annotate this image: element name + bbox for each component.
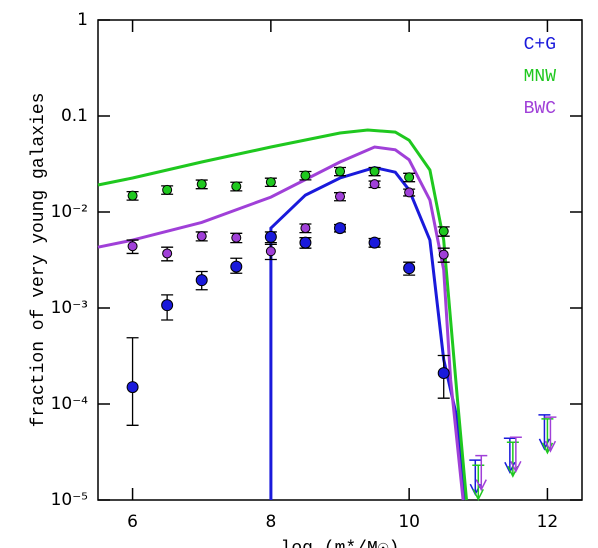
x-axis-label: log (m*/M☉) xyxy=(281,539,400,548)
y-tick-label: 10⁻⁵ xyxy=(51,490,88,510)
x-tick-label: 6 xyxy=(127,512,138,532)
data-point xyxy=(300,223,311,234)
data-point xyxy=(265,246,276,257)
upper-limit xyxy=(538,414,551,451)
data-point xyxy=(299,236,312,249)
model-line xyxy=(97,145,465,501)
y-tick-label: 1 xyxy=(77,10,88,30)
data-point xyxy=(231,232,242,243)
data-point xyxy=(368,236,381,249)
model-line xyxy=(97,128,468,501)
data-point xyxy=(369,166,380,177)
x-tick-label: 8 xyxy=(265,512,276,532)
data-point xyxy=(195,274,208,287)
model-line xyxy=(269,166,466,501)
y-tick-label: 10⁻³ xyxy=(51,298,88,318)
legend-label: C+G xyxy=(524,35,556,55)
plot-frame xyxy=(97,19,583,501)
data-point xyxy=(127,241,138,252)
data-point xyxy=(162,184,173,195)
data-point xyxy=(334,222,346,235)
y-axis-label: fraction of very young galaxies xyxy=(29,93,49,428)
data-point xyxy=(403,262,416,275)
data-point xyxy=(196,179,207,190)
x-tick-label: 10 xyxy=(398,512,420,532)
data-point xyxy=(438,249,449,260)
data-point xyxy=(264,230,277,243)
upper-limit xyxy=(509,436,522,473)
y-tick-label: 10⁻² xyxy=(51,202,88,222)
data-point xyxy=(335,191,345,202)
upper-limit xyxy=(544,416,557,453)
data-point xyxy=(369,179,380,190)
data-point xyxy=(404,172,415,183)
data-point xyxy=(437,367,450,380)
x-tick-label: 12 xyxy=(537,512,559,532)
data-point xyxy=(196,231,207,242)
data-point xyxy=(438,226,449,237)
y-tick-label: 0.1 xyxy=(61,106,88,126)
data-point xyxy=(231,181,242,192)
data-point xyxy=(127,190,138,201)
data-point xyxy=(404,187,415,198)
y-tick-label: 10⁻⁴ xyxy=(51,394,89,414)
data-point xyxy=(162,248,173,259)
data-point xyxy=(335,166,345,177)
legend-label: BWC xyxy=(524,99,557,119)
upper-limit xyxy=(475,454,488,492)
data-point xyxy=(300,170,311,181)
data-point xyxy=(161,299,174,312)
legend-label: MNW xyxy=(524,67,557,87)
data-point xyxy=(126,381,139,394)
data-point xyxy=(265,177,276,188)
data-point xyxy=(230,260,243,273)
